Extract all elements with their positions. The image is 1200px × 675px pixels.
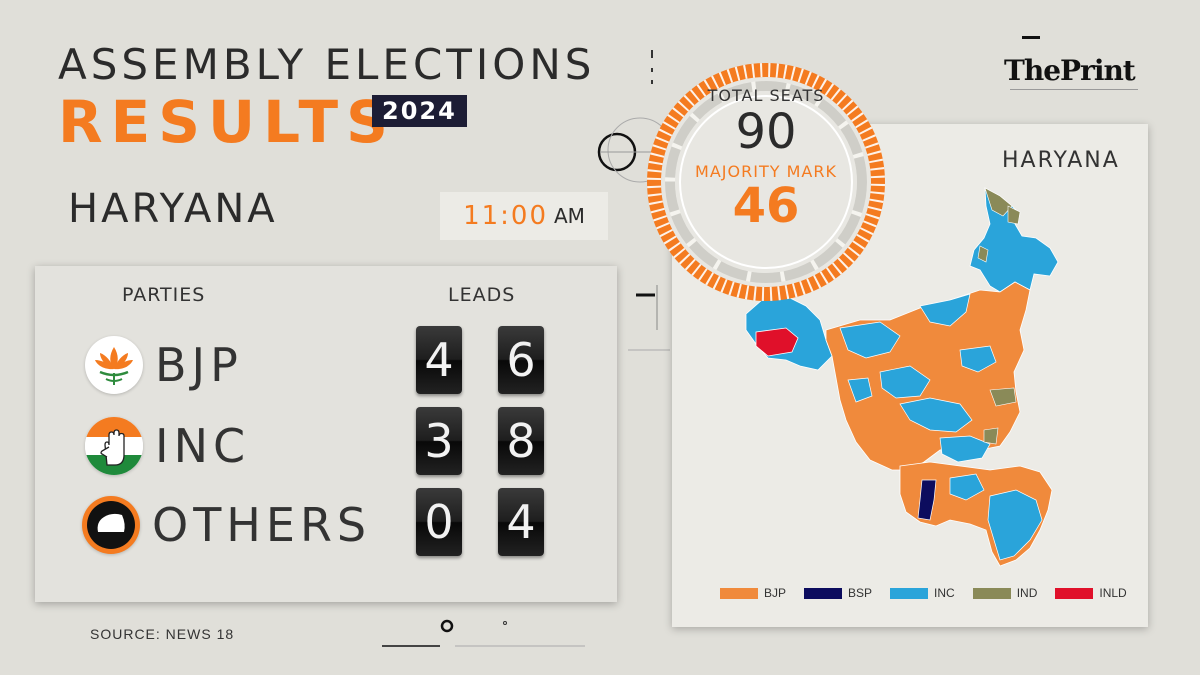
legend-swatch-inld: [1055, 587, 1094, 599]
party-name-bjp: BJP: [155, 338, 243, 392]
hand-icon: [85, 417, 143, 475]
majority-mark-value: 46: [732, 178, 800, 234]
parties-header: PARTIES: [122, 284, 206, 306]
map-legend: BJP BSP INC IND INLD: [720, 586, 1127, 600]
logo-accent: [1022, 36, 1040, 39]
leads-header: LEADS: [448, 284, 516, 306]
source-note: SOURCE: NEWS 18: [90, 626, 235, 642]
total-seats-value: 90: [735, 104, 797, 160]
logo-underline: [1010, 89, 1138, 90]
time-suffix: AM: [554, 204, 585, 228]
legend-swatch-bsp: [804, 587, 843, 599]
party-name-others: OTHERS: [152, 498, 372, 552]
legend-item-bsp: BSP: [804, 586, 872, 600]
time-box: 11:00 AM: [440, 192, 608, 240]
title-line-2: RESULTS: [58, 88, 396, 156]
others-lead-digit-1: 0: [416, 488, 462, 556]
legend-swatch-inc: [890, 587, 929, 599]
title-line-1: ASSEMBLY ELECTIONS: [58, 40, 596, 89]
party-name-inc: INC: [155, 419, 251, 473]
time-value: 11:00: [463, 201, 548, 231]
legend-swatch-bjp: [720, 587, 758, 599]
legend-label-bjp: BJP: [764, 586, 787, 600]
legend-label-bsp: BSP: [848, 586, 873, 600]
party-row-bjp: BJP: [85, 334, 243, 396]
legend-label-ind: IND: [1016, 586, 1038, 600]
lotus-icon: [85, 336, 143, 394]
legend-item-inld: INLD: [1055, 586, 1127, 600]
legend-label-inc: INC: [934, 586, 955, 600]
map-title: HARYANA: [1002, 148, 1120, 173]
legend-item-ind: IND: [972, 586, 1038, 600]
others-lead-digit-2: 4: [498, 488, 544, 556]
legend-item-inc: INC: [890, 586, 955, 600]
party-row-others: OTHERS: [82, 494, 371, 556]
inc-lead-digit-1: 3: [416, 407, 462, 475]
party-row-inc: INC: [85, 415, 250, 477]
legend-swatch-ind: [972, 587, 1011, 599]
year-badge: 2024: [372, 95, 467, 127]
state-name: HARYANA: [68, 186, 278, 232]
seats-ring: [647, 63, 885, 301]
publisher-logo: ThePrint: [1004, 54, 1136, 87]
majority-mark-label: MAJORITY MARK: [695, 162, 837, 181]
total-seats-label: TOTAL SEATS: [707, 86, 825, 105]
bjp-lead-digit-1: 4: [416, 326, 462, 394]
others-icon: [82, 496, 140, 554]
bjp-lead-digit-2: 6: [498, 326, 544, 394]
legend-item-bjp: BJP: [720, 586, 786, 600]
inc-lead-digit-2: 8: [498, 407, 544, 475]
legend-label-inld: INLD: [1099, 586, 1127, 600]
